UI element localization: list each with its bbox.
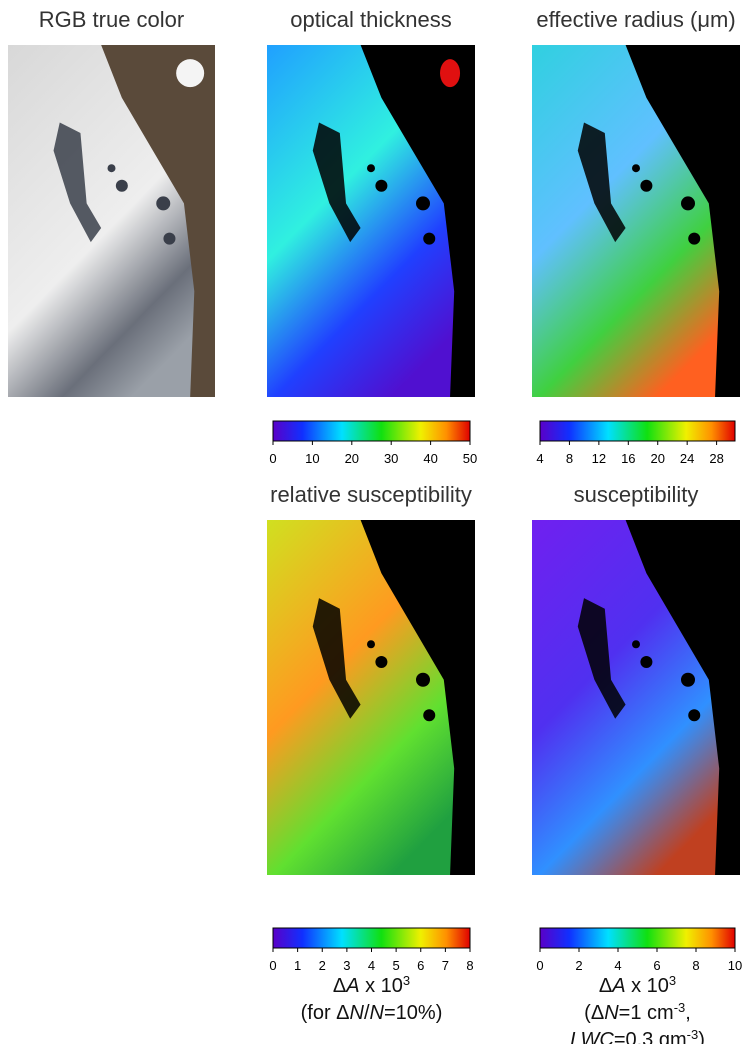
colorbar-tick-label: 20 — [345, 451, 359, 466]
colorbar-tick-label: 10 — [728, 958, 742, 973]
colorbar-tick-label: 6 — [653, 958, 660, 973]
caption-segment: 3 — [403, 973, 410, 988]
caption-segment: N — [370, 1002, 385, 1024]
caption-segment: -3 — [674, 1000, 686, 1015]
colorbar-tick-label: 7 — [442, 958, 449, 973]
caption-segment: N — [604, 1002, 619, 1024]
caption-segment: Δ — [333, 975, 346, 997]
colorbar-tick-label: 2 — [575, 958, 582, 973]
colorbar-tick-label: 12 — [592, 451, 606, 466]
colorbar-tick-label: 6 — [417, 958, 424, 973]
clear-spot — [423, 233, 435, 245]
colorbar-tick-label: 0 — [536, 958, 543, 973]
caption-segment: (for Δ — [301, 1002, 350, 1024]
caption-line: ΔA x 103 — [333, 973, 410, 998]
clear-spot — [375, 180, 387, 192]
colorbar-tick-label: 3 — [343, 958, 350, 973]
cloud — [176, 59, 204, 87]
caption-segment: =10%) — [384, 1002, 442, 1024]
caption-segment: 3 — [669, 973, 676, 988]
caption-line: (ΔN=1 cm-3, — [584, 1000, 691, 1025]
colorbar-tick-label: 4 — [536, 451, 543, 466]
caption-segment: N — [350, 1002, 365, 1024]
colorbar-tick-label: 0 — [269, 451, 276, 466]
caption-line: (for ΔN/N=10%) — [301, 1002, 443, 1024]
clear-spot — [681, 673, 695, 687]
clear-spot — [108, 164, 116, 172]
caption-segment: A — [345, 975, 359, 997]
clear-spot — [632, 164, 640, 172]
clear-spot — [688, 233, 700, 245]
caption-segment: , — [685, 1002, 691, 1024]
map-image — [267, 45, 475, 397]
map-image — [267, 520, 475, 875]
panel-title: relative susceptibility — [270, 482, 472, 507]
colorbar-tick-label: 1 — [294, 958, 301, 973]
colorbar-tick-label: 10 — [305, 451, 319, 466]
clear-spot — [367, 640, 375, 648]
caption-segment: (Δ — [584, 1002, 604, 1024]
clear-spot — [688, 709, 700, 721]
clear-spot — [423, 709, 435, 721]
caption-segment: ) — [698, 1029, 705, 1044]
colorbar — [540, 421, 735, 441]
clear-spot — [632, 640, 640, 648]
panel-title: optical thickness — [290, 7, 451, 32]
clear-spot — [163, 233, 175, 245]
colorbar — [273, 421, 470, 441]
clear-spot — [156, 196, 170, 210]
colorbar-tick-label: 0 — [269, 958, 276, 973]
colorbar-tick-label: 16 — [621, 451, 635, 466]
caption-segment: =0.3 gm — [614, 1029, 687, 1044]
colorbar-tick-label: 5 — [393, 958, 400, 973]
figure: RGB true coloroptical thickness010203040… — [0, 0, 749, 1044]
page: {"panels": [ {"title": "RGB true color"}… — [0, 0, 749, 1044]
colorbar-tick-label: 20 — [651, 451, 665, 466]
colorbar-tick-label: 24 — [680, 451, 694, 466]
panel-title: RGB true color — [39, 7, 185, 32]
colorbar — [540, 928, 735, 948]
hot-spot — [440, 59, 460, 87]
clear-spot — [367, 164, 375, 172]
colorbar-tick-label: 8 — [566, 451, 573, 466]
clear-spot — [116, 180, 128, 192]
caption-segment: A — [611, 975, 625, 997]
map-image — [532, 45, 740, 397]
colorbar-tick-label: 8 — [466, 958, 473, 973]
clear-spot — [640, 656, 652, 668]
colorbar-tick-label: 30 — [384, 451, 398, 466]
colorbar — [273, 928, 470, 948]
colorbar-tick-label: 28 — [709, 451, 723, 466]
clear-spot — [416, 196, 430, 210]
caption-segment: x 10 — [626, 975, 669, 997]
caption-segment: x 10 — [360, 975, 403, 997]
colorbar-tick-label: 2 — [319, 958, 326, 973]
colorbar-tick-label: 4 — [614, 958, 621, 973]
caption-segment: =1 cm — [619, 1002, 674, 1024]
caption-segment: Δ — [599, 975, 612, 997]
map-image — [532, 520, 740, 875]
colorbar-tick-label: 50 — [463, 451, 477, 466]
caption-segment: LWC — [570, 1029, 614, 1044]
caption-segment: -3 — [687, 1027, 699, 1042]
caption-line: ΔA x 103 — [599, 973, 676, 998]
clear-spot — [681, 196, 695, 210]
clear-spot — [640, 180, 652, 192]
map-image — [8, 45, 215, 397]
panel-title: susceptibility — [574, 482, 699, 507]
caption-line: LWC=0.3 gm-3) — [570, 1027, 705, 1044]
panel-title: effective radius (μm) — [536, 7, 735, 32]
clear-spot — [375, 656, 387, 668]
colorbar-tick-label: 8 — [692, 958, 699, 973]
clear-spot — [416, 673, 430, 687]
colorbar-tick-label: 4 — [368, 958, 375, 973]
colorbar-tick-label: 40 — [423, 451, 437, 466]
